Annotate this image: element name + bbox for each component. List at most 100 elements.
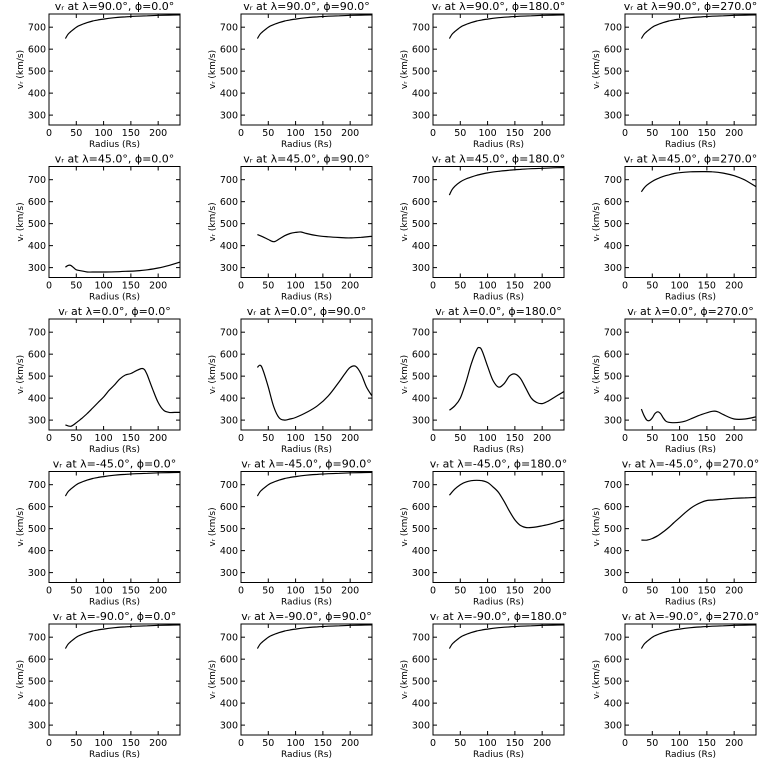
y-axis-label: vᵣ (km/s) [16,50,26,89]
x-axis-label: Radius (Rs) [473,445,524,455]
series-line [256,14,373,39]
x-tick-label: 200 [533,128,551,139]
y-tick-label: 300 [604,721,622,732]
y-tick-label: 700 [412,23,430,34]
x-tick-label: 50 [262,433,274,444]
x-axis-label: Radius (Rs) [665,445,716,455]
y-axis-label: vᵣ (km/s) [16,660,26,699]
y-axis-label: vᵣ (km/s) [16,202,26,241]
subplot-title: vᵣ at λ=90.0°, ϕ=0.0° [55,0,175,13]
subplot-title: vᵣ at λ=-90.0°, ϕ=0.0° [53,610,177,623]
plot-frame [624,623,757,736]
x-tick-label: 50 [70,281,82,292]
y-axis-label: vᵣ (km/s) [400,202,410,241]
series-line [640,624,757,649]
x-tick-label: 50 [70,433,82,444]
y-tick-label: 600 [28,45,46,56]
y-tick-label: 700 [28,23,46,34]
plot-frame [432,623,565,736]
y-tick-label: 500 [28,677,46,688]
series-line [448,479,565,529]
y-tick-label: 700 [28,175,46,186]
y-tick-label: 700 [412,480,430,491]
subplot-3: vᵣ at λ=90.0°, ϕ=180.0° 0 50 100 150 200 300 40… [400,0,565,150]
x-tick-label: 200 [341,128,359,139]
y-tick-label: 500 [604,219,622,230]
subplot-11: vᵣ at λ=0.0°, ϕ=180.0° 0 50 100 150 200 300 400… [400,305,565,455]
y-tick-label: 300 [412,721,430,732]
y-tick-label: 600 [412,45,430,56]
plot-frame [624,13,757,126]
series-line [256,624,373,649]
subplot-title: vᵣ at λ=90.0°, ϕ=270.0° [624,0,758,13]
series-line [449,346,565,411]
x-tick-label: 100 [671,128,689,139]
x-tick-label: 50 [262,281,274,292]
subplot-8: vᵣ at λ=45.0°, ϕ=270.0° 0 50 100 150 200 300 40… [592,153,757,303]
y-tick-label: 700 [604,480,622,491]
y-tick-label: 700 [220,633,238,644]
y-tick-label: 400 [220,89,238,100]
subplot-title: vᵣ at λ=-45.0°, ϕ=180.0° [430,458,568,471]
plot-frame [240,13,373,126]
y-tick-label: 300 [28,416,46,427]
x-tick-label: 50 [646,586,658,597]
plot-frame [432,166,565,278]
y-tick-label: 700 [604,23,622,34]
x-axis-label: Radius (Rs) [473,293,524,303]
x-tick-label: 150 [314,433,332,444]
x-tick-label: 150 [314,738,332,749]
y-tick-label: 500 [220,677,238,688]
y-tick-label: 700 [28,480,46,491]
series-line [64,624,181,649]
y-tick-label: 400 [412,699,430,710]
y-axis-label: vᵣ (km/s) [592,355,602,394]
x-axis-label: Radius (Rs) [89,140,140,150]
x-axis-label: Radius (Rs) [281,293,332,303]
x-tick-label: 0 [622,586,628,597]
x-tick-label: 100 [287,433,305,444]
subplot-18: vᵣ at λ=-90.0°, ϕ=90.0° 0 50 100 150 200 300 40… [208,610,373,760]
x-tick-label: 100 [479,433,497,444]
plot-frame [624,166,757,278]
x-axis-label: Radius (Rs) [665,750,716,760]
subplot-20: vᵣ at λ=-90.0°, ϕ=270.0° 0 50 100 150 200 300 4… [592,610,759,760]
x-tick-label: 0 [46,128,52,139]
y-axis-label: vᵣ (km/s) [16,507,26,546]
y-tick-label: 700 [220,328,238,339]
subplot-19: vᵣ at λ=-90.0°, ϕ=180.0° 0 50 100 150 200 300 4… [400,610,567,760]
x-tick-label: 50 [70,738,82,749]
y-tick-label: 500 [220,524,238,535]
x-axis-label: Radius (Rs) [89,445,140,455]
x-axis-label: Radius (Rs) [281,750,332,760]
x-tick-label: 150 [314,281,332,292]
x-tick-label: 150 [506,281,524,292]
x-axis-label: Radius (Rs) [281,140,332,150]
y-axis-label: vᵣ (km/s) [208,660,218,699]
subplot-title: vᵣ at λ=-90.0°, ϕ=180.0° [430,610,568,623]
x-tick-label: 50 [454,281,466,292]
x-tick-label: 150 [506,738,524,749]
x-axis-label: Radius (Rs) [89,598,140,608]
x-tick-label: 0 [46,586,52,597]
subplot-6: vᵣ at λ=45.0°, ϕ=90.0° 0 50 100 150 200 300 400… [208,153,373,303]
y-axis-label: vᵣ (km/s) [208,50,218,89]
x-tick-label: 100 [95,586,113,597]
y-tick-label: 700 [28,328,46,339]
y-tick-label: 400 [412,546,430,557]
x-axis-label: Radius (Rs) [473,598,524,608]
y-tick-label: 400 [604,394,622,405]
y-tick-label: 500 [412,677,430,688]
x-tick-label: 50 [646,281,658,292]
x-tick-label: 50 [454,433,466,444]
y-axis-label: vᵣ (km/s) [16,355,26,394]
x-tick-label: 150 [122,128,140,139]
x-tick-label: 150 [314,128,332,139]
series-line [448,167,565,196]
y-tick-label: 400 [604,241,622,252]
y-tick-label: 500 [604,524,622,535]
x-tick-label: 150 [314,586,332,597]
subplot-title: vᵣ at λ=-45.0°, ϕ=90.0° [241,458,372,471]
x-tick-label: 150 [698,586,716,597]
x-tick-label: 200 [341,586,359,597]
